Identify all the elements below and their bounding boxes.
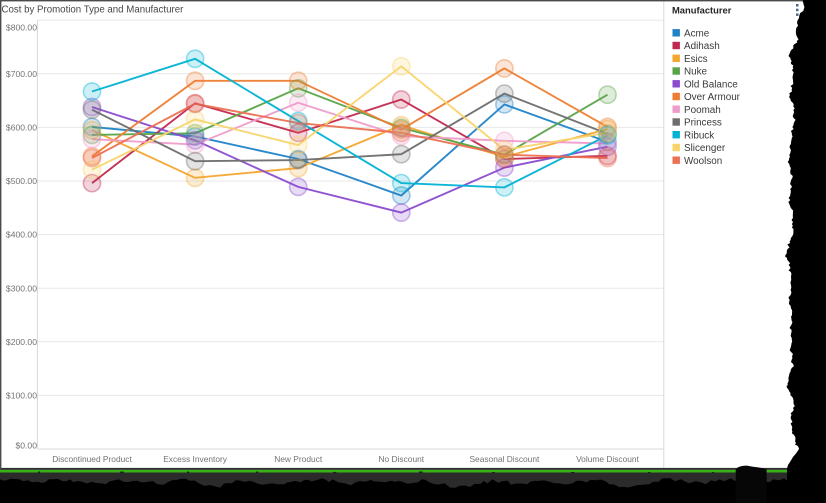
svg-text:Slicenger: Slicenger: [684, 143, 726, 154]
svg-text:Excess Inventory: Excess Inventory: [163, 454, 228, 464]
svg-text:Woolson: Woolson: [684, 156, 722, 167]
svg-text:$500.00: $500.00: [6, 176, 37, 186]
svg-text:$100.00: $100.00: [6, 391, 37, 401]
svg-text:$600.00: $600.00: [6, 123, 37, 133]
svg-text:Acme: Acme: [684, 28, 710, 39]
svg-text:Seasonal Discount: Seasonal Discount: [469, 454, 540, 464]
svg-text:$300.00: $300.00: [6, 283, 37, 293]
svg-text:Princess: Princess: [684, 118, 722, 129]
svg-text:Ribuck: Ribuck: [684, 130, 714, 141]
svg-text:$400.00: $400.00: [6, 230, 37, 240]
svg-text:$0.00: $0.00: [15, 441, 37, 451]
svg-text:Over Armour: Over Armour: [684, 92, 741, 103]
svg-text:$200.00: $200.00: [6, 337, 37, 347]
svg-text:No Discount: No Discount: [378, 454, 424, 464]
svg-text:$700.00: $700.00: [6, 69, 37, 79]
svg-text:Manufacturer: Manufacturer: [672, 5, 732, 16]
svg-text:Old Balance: Old Balance: [684, 79, 738, 90]
svg-text:Esics: Esics: [684, 54, 708, 65]
svg-text:Adihash: Adihash: [684, 41, 720, 52]
svg-text:Discontinued Product: Discontinued Product: [52, 454, 132, 464]
svg-text:Volume Discount: Volume Discount: [576, 454, 640, 464]
svg-text:Poomah: Poomah: [684, 105, 721, 116]
svg-text:Nuke: Nuke: [684, 67, 708, 78]
svg-text:$800.00: $800.00: [6, 22, 37, 32]
svg-text:New Product: New Product: [274, 454, 323, 464]
svg-text:Cost by Promotion Type and Man: Cost by Promotion Type and Manufacturer: [2, 4, 185, 15]
